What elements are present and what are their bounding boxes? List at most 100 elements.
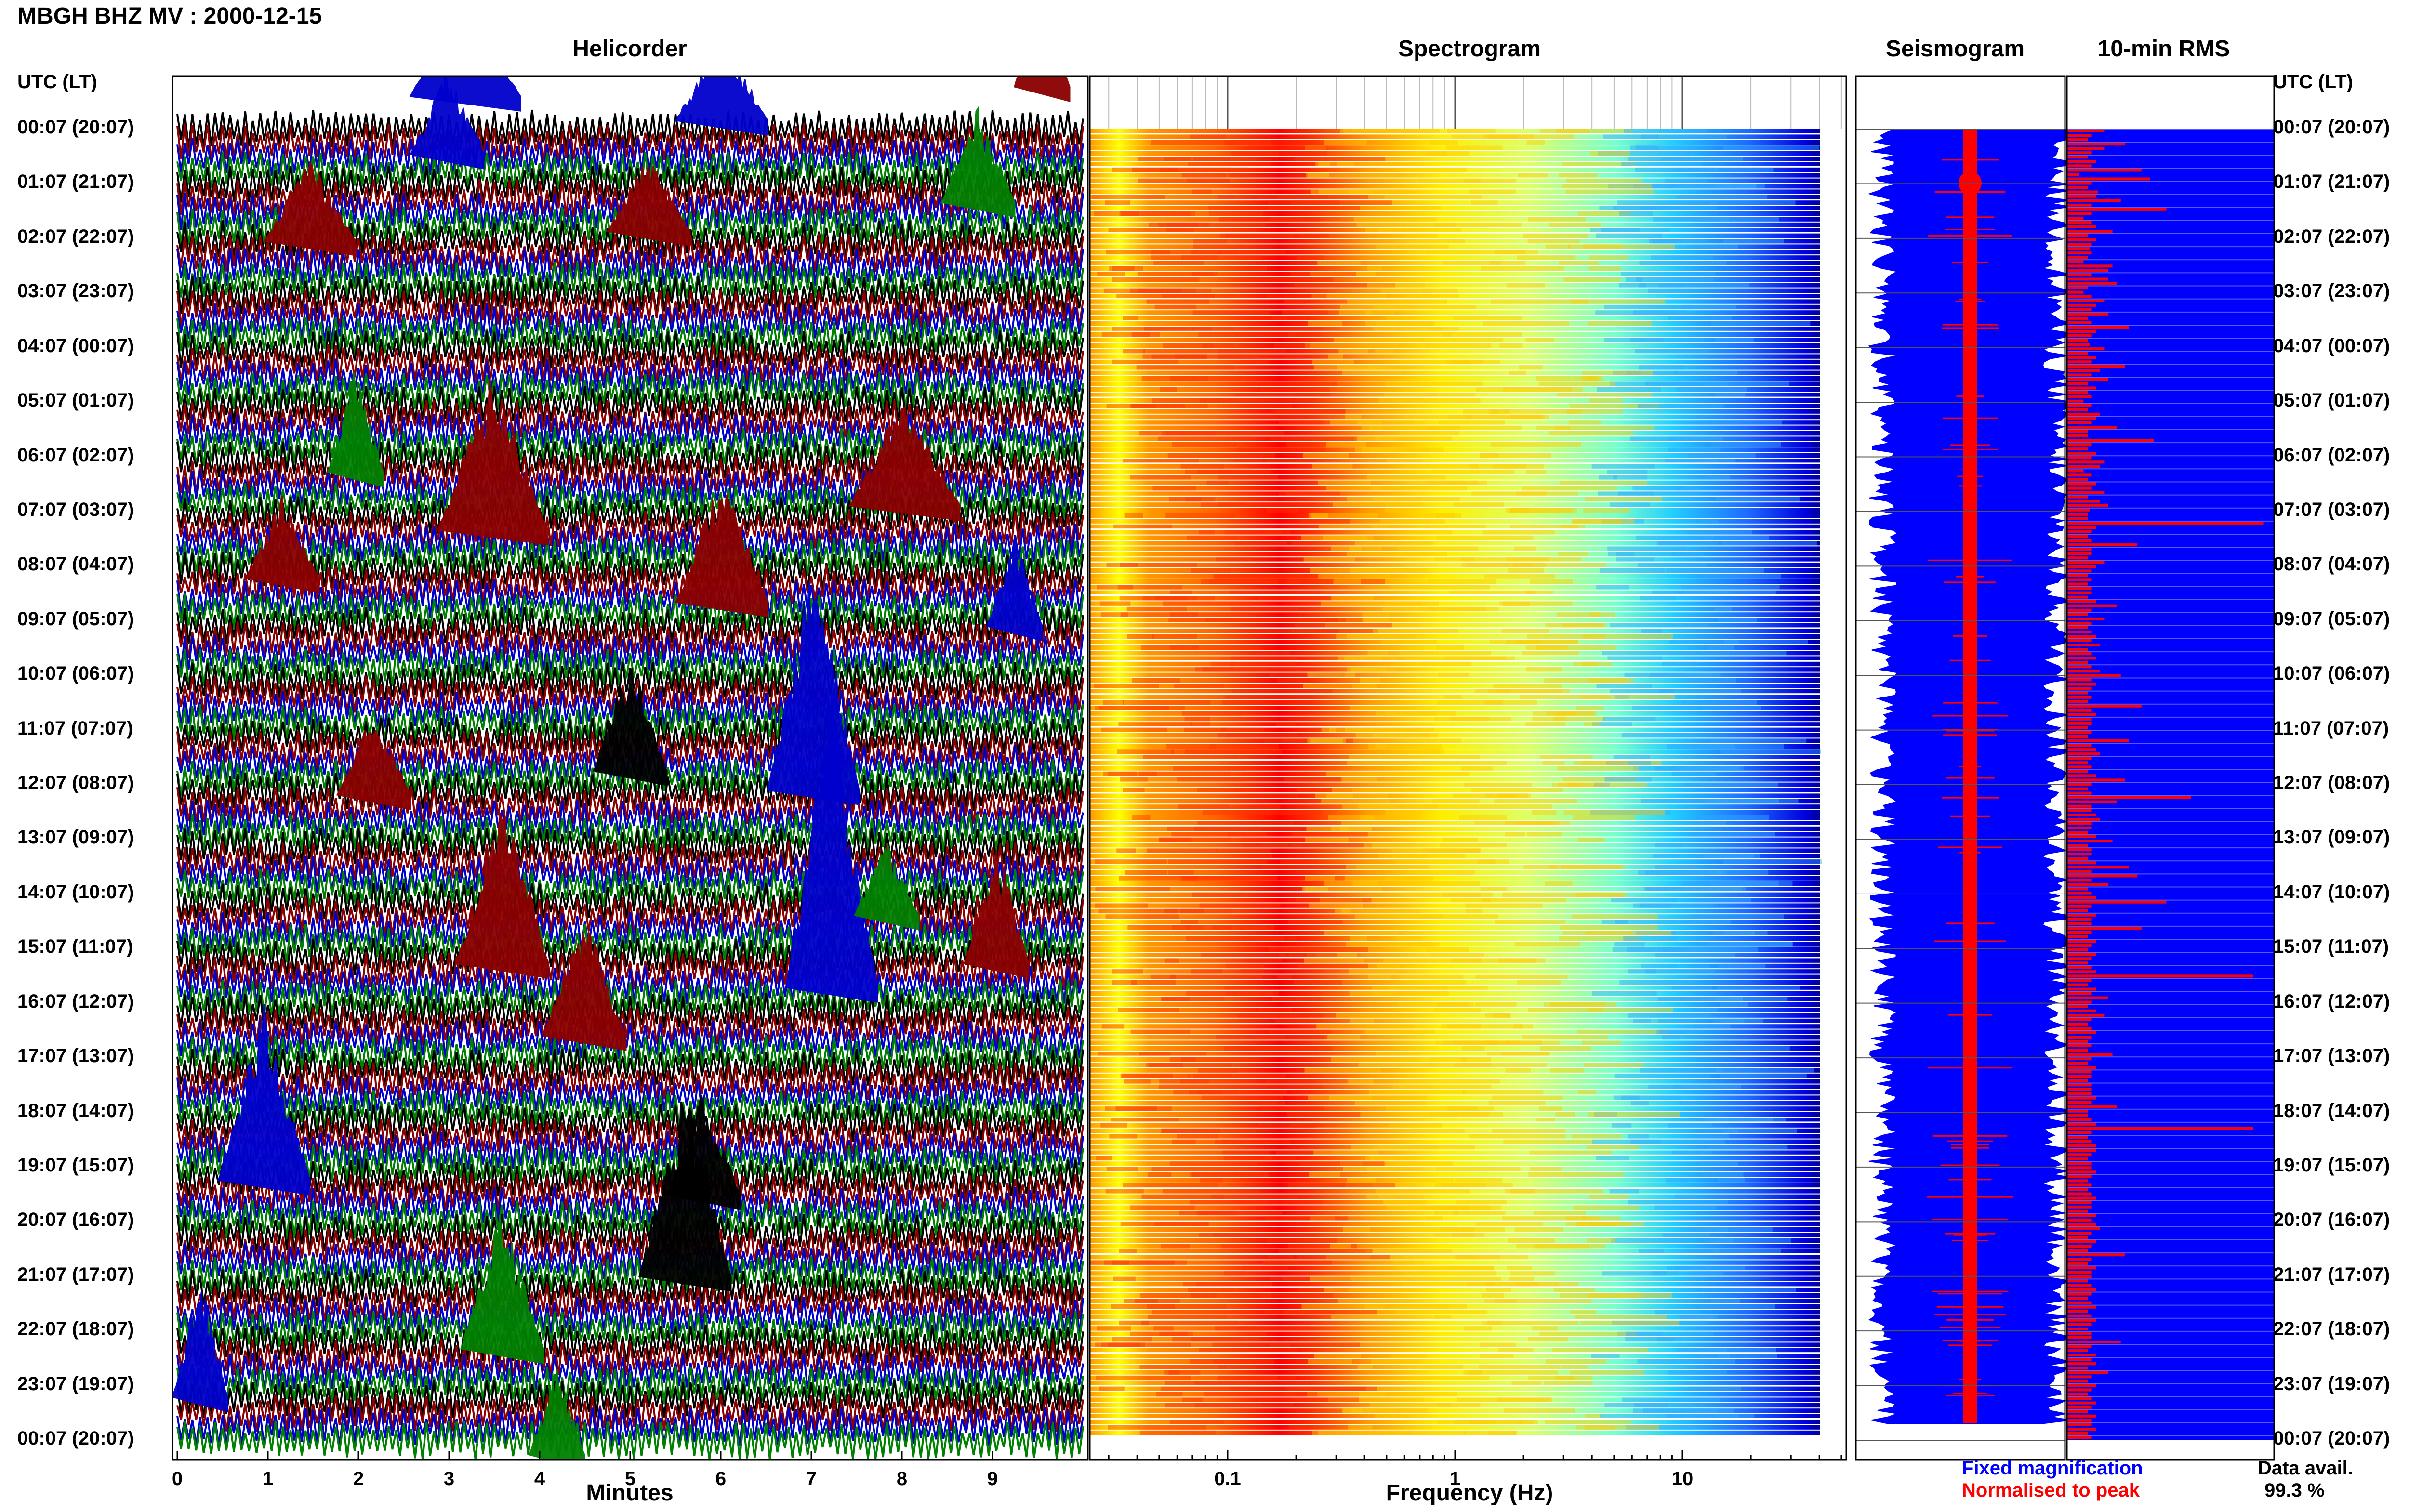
spectrogram-streak xyxy=(1196,1282,1258,1287)
spectrogram-x-ticks: 0.1 1 10 xyxy=(1108,76,1842,1489)
spectrogram-row xyxy=(1090,618,1820,622)
spectrogram-streak xyxy=(1211,661,1234,667)
spectrogram-streak xyxy=(1276,678,1308,683)
spectrogram-streak xyxy=(1454,1063,1547,1067)
spectrogram-streak xyxy=(1429,327,1459,331)
helicorder-burst xyxy=(127,0,310,34)
spectrogram-streak xyxy=(1180,1057,1260,1062)
spectrogram-streak xyxy=(1451,958,1546,963)
spectrogram-streak xyxy=(1582,1040,1621,1045)
spectrogram-streak xyxy=(1376,321,1433,326)
rms-bar xyxy=(2067,696,2092,699)
spectrogram-streak xyxy=(1390,585,1490,590)
spectrogram-streak xyxy=(1587,321,1652,326)
spectrogram-streak xyxy=(1224,1046,1267,1051)
helicorder-burst xyxy=(263,161,357,256)
rms-bar xyxy=(2067,866,2129,869)
helicorder-trace-line xyxy=(176,524,1084,563)
helicorder-x-axis-title: Minutes xyxy=(586,1480,674,1506)
rms-bar xyxy=(2067,1022,2088,1026)
spectrogram-streak xyxy=(1357,420,1414,425)
rms-bar xyxy=(2067,443,2092,447)
spectrogram-streak xyxy=(1112,359,1179,365)
spectrogram-streak xyxy=(1525,338,1555,342)
rms-bar xyxy=(2067,408,2088,411)
spectrogram-streak xyxy=(1489,261,1526,265)
spectrogram-streak xyxy=(1505,1068,1531,1073)
spectrogram-streak xyxy=(1147,848,1217,853)
spectrogram-streak xyxy=(1675,1348,1694,1353)
spectrogram-streak xyxy=(1522,1035,1608,1040)
spectrogram-streak xyxy=(1139,1052,1207,1056)
rms-bar xyxy=(2067,517,2088,520)
rms-bar xyxy=(2067,1266,2096,1270)
spectrogram-gap xyxy=(1090,924,1820,926)
spectrogram-streak xyxy=(1338,656,1381,661)
spectrogram-streak xyxy=(1127,925,1191,930)
spectrogram-streak xyxy=(1606,761,1651,765)
spectrogram-gap xyxy=(1090,1286,1820,1288)
rms-bar xyxy=(2067,800,2117,803)
spectrogram-streak xyxy=(1577,1029,1668,1034)
spectrogram-streak xyxy=(1132,678,1180,683)
rms-bar xyxy=(2067,395,2092,398)
helicorder-x-tick-label: 5 xyxy=(625,1468,635,1489)
spectrogram-streak xyxy=(1269,1342,1360,1347)
spectrogram-streak xyxy=(1109,1134,1138,1139)
spectrogram-streak xyxy=(1216,557,1252,562)
spectrogram-streak xyxy=(1095,1375,1191,1381)
spectrogram-streak xyxy=(1652,590,1729,595)
spectrogram-streak xyxy=(1325,1255,1370,1260)
spectrogram-streak xyxy=(1630,338,1704,342)
spectrogram-streak xyxy=(1523,233,1588,238)
spectrogram-gap xyxy=(1090,891,1820,893)
spectrogram-streak xyxy=(1720,1073,1807,1078)
spectrogram-streak xyxy=(1529,1167,1562,1171)
spectrogram-streak xyxy=(1168,1370,1201,1375)
rms-bar xyxy=(2067,130,2105,133)
spectrogram-streak xyxy=(1699,1118,1721,1122)
spectrogram-streak xyxy=(1373,304,1414,310)
spectrogram-streak xyxy=(1123,788,1145,793)
spectrogram-streak xyxy=(1562,184,1653,189)
helicorder-traces xyxy=(127,0,1084,1460)
spectrogram-streak xyxy=(1350,1018,1375,1024)
rms-bar xyxy=(2067,1423,2092,1426)
spectrogram-row xyxy=(1090,1365,1820,1369)
spectrogram-streak xyxy=(1604,304,1693,310)
helicorder-burst xyxy=(675,76,768,136)
y-tick-label-left: 23:07 (19:07) xyxy=(17,1373,134,1394)
spectrogram-row xyxy=(1090,1354,1820,1358)
y-tick-label-left: 15:07 (11:07) xyxy=(17,936,133,958)
rms-bar xyxy=(2067,425,2117,429)
spectrogram-streak xyxy=(1426,480,1487,485)
spectrogram-streak xyxy=(1228,832,1254,837)
rms-bar xyxy=(2067,1275,2092,1278)
spectrogram-streak xyxy=(1596,585,1629,590)
spectrogram-streak xyxy=(1604,777,1652,782)
spectrogram-streak xyxy=(1273,343,1310,348)
spectrogram-streak xyxy=(1607,469,1648,474)
spectrogram-streak xyxy=(1427,1063,1491,1067)
helicorder-trace-line xyxy=(176,1214,1084,1253)
spectrogram-streak xyxy=(1342,804,1398,809)
spectrogram-streak xyxy=(1230,661,1295,667)
rms-bar xyxy=(2067,744,2092,747)
spectrogram-streak xyxy=(1456,1397,1552,1402)
rms-bar xyxy=(2067,329,2096,333)
spectrogram-streak xyxy=(1506,557,1581,562)
rms-bar xyxy=(2067,1249,2088,1252)
spectrogram-streak xyxy=(1167,826,1261,831)
spectrogram-streak xyxy=(1343,129,1440,134)
spectrogram-row xyxy=(1090,1299,1820,1303)
spectrogram-streak xyxy=(1154,304,1196,310)
spectrogram-streak xyxy=(1380,640,1437,644)
spectrogram-streak xyxy=(1425,250,1525,255)
spectrogram-streak xyxy=(1372,524,1409,529)
spectrogram-row xyxy=(1090,1392,1820,1397)
spectrogram-streak xyxy=(1577,1222,1644,1226)
spectrogram-streak xyxy=(1331,1057,1403,1062)
spectrogram-streak xyxy=(1547,711,1594,716)
spectrogram-streak xyxy=(1527,832,1562,837)
rms-title: 10-min RMS xyxy=(2097,36,2230,62)
